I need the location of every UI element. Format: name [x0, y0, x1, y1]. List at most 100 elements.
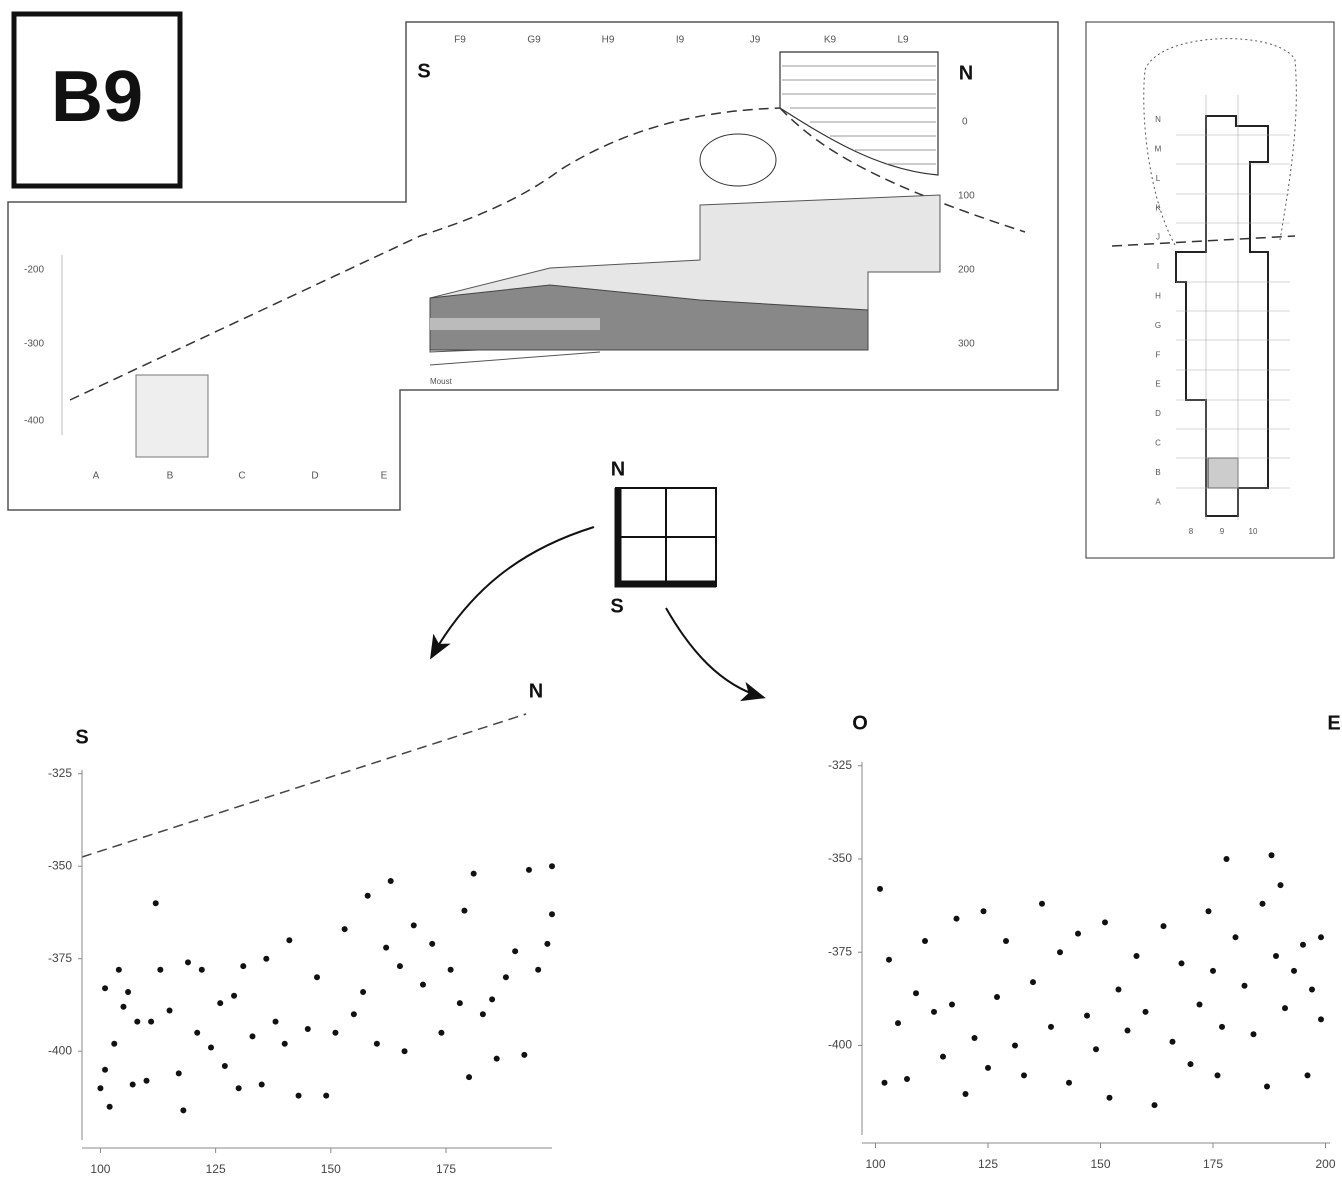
point — [1084, 1012, 1090, 1019]
point — [231, 992, 238, 999]
point — [535, 966, 542, 973]
arrow — [665, 607, 766, 702]
column-label: I9 — [676, 35, 685, 46]
point — [1012, 1042, 1018, 1049]
point — [479, 1011, 486, 1018]
plan-row: H — [1155, 292, 1161, 301]
point — [904, 1076, 910, 1083]
point — [1133, 952, 1140, 959]
point — [980, 908, 987, 915]
column-label: G9 — [527, 35, 541, 46]
plan-row: I — [1157, 262, 1159, 271]
point — [1115, 986, 1122, 993]
point — [1241, 982, 1248, 989]
point — [502, 974, 509, 981]
point — [456, 1000, 463, 1007]
point — [1259, 900, 1266, 907]
point — [258, 1081, 265, 1088]
point — [1223, 855, 1230, 862]
arrow — [430, 526, 595, 660]
section-line — [1111, 235, 1296, 247]
x-tick-label: 150 — [1090, 1157, 1110, 1171]
point — [549, 863, 555, 870]
plan-row: K — [1155, 203, 1161, 212]
point — [157, 966, 164, 973]
column-label: J9 — [750, 35, 761, 46]
point — [962, 1090, 969, 1097]
point — [1160, 923, 1167, 930]
plan-rows: N M L K J I H G F E D C B A — [1155, 115, 1162, 506]
rock-hatch — [782, 65, 936, 165]
point — [922, 938, 928, 945]
point — [221, 1063, 228, 1069]
point — [1003, 938, 1009, 945]
square-b9 — [1207, 457, 1239, 489]
depth-label: -200 — [24, 265, 44, 276]
plan-row: J — [1156, 233, 1160, 242]
point — [97, 1085, 104, 1092]
point — [953, 915, 960, 922]
point — [180, 1107, 187, 1114]
point — [1250, 1031, 1257, 1038]
point — [217, 1000, 224, 1007]
plan-row: N — [1155, 115, 1161, 124]
point — [429, 940, 436, 947]
point — [525, 866, 532, 873]
point — [1075, 930, 1081, 937]
point — [1151, 1102, 1158, 1109]
point — [971, 1035, 978, 1042]
depth-label: 0 — [962, 117, 968, 128]
point — [102, 1066, 109, 1073]
section-frame — [7, 21, 1059, 511]
point — [1142, 1008, 1149, 1015]
point — [341, 926, 348, 933]
point — [263, 955, 270, 962]
square-label: B — [167, 471, 174, 482]
point — [249, 1033, 256, 1040]
point — [387, 878, 394, 884]
cave-outline — [1143, 38, 1297, 246]
column-label: K9 — [824, 35, 837, 46]
point — [125, 989, 132, 995]
plan-row: L — [1156, 174, 1161, 183]
orientation: N — [529, 680, 543, 702]
point — [1268, 852, 1275, 859]
point — [493, 1055, 500, 1062]
point — [438, 1029, 445, 1036]
point — [461, 907, 468, 914]
point — [194, 1029, 201, 1036]
point — [198, 966, 205, 973]
rock-block — [779, 51, 939, 176]
point — [466, 1074, 473, 1081]
square-label: A — [93, 471, 100, 482]
point — [1102, 919, 1108, 926]
y-tick-label: -375 — [828, 944, 852, 958]
point — [1291, 967, 1297, 974]
depth-label: 100 — [958, 191, 975, 202]
point — [886, 956, 892, 963]
point — [332, 1029, 339, 1036]
rock — [699, 133, 777, 187]
y-tick-label: -325 — [828, 758, 852, 772]
plots: -325 -350 -375 -400 100 125 150 175 S N -325 -350 -3… — [48, 680, 1341, 1176]
y-tick-label: -400 — [48, 1043, 72, 1057]
point — [1021, 1072, 1027, 1079]
plan-col: 8 — [1189, 527, 1194, 536]
point — [1093, 1046, 1099, 1053]
plan-row: D — [1155, 409, 1161, 418]
point — [913, 990, 919, 997]
plan-row: B — [1155, 468, 1160, 477]
x-tick-label: 125 — [206, 1162, 226, 1176]
y-tick-label: -400 — [828, 1038, 852, 1052]
point — [323, 1092, 330, 1099]
layer-line — [779, 107, 1026, 233]
point — [512, 948, 519, 955]
x-tick-label: 125 — [978, 1157, 998, 1171]
point — [1300, 941, 1306, 948]
panel-box — [11, 11, 183, 189]
point — [489, 996, 496, 1003]
point — [549, 911, 555, 918]
stratum — [430, 318, 600, 330]
point — [1205, 908, 1212, 915]
